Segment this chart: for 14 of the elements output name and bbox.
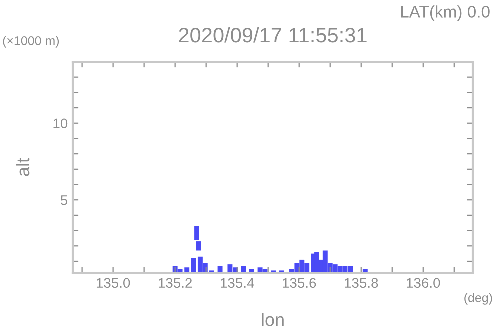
x-axis-title: lon xyxy=(262,313,284,326)
text: (deg) xyxy=(464,293,492,305)
x-tick-label: 135.6 xyxy=(283,278,316,288)
x-tick-label: 135.8 xyxy=(345,278,378,288)
text: LAT(km) 0.0 xyxy=(401,6,490,22)
y-tick-label: 10 xyxy=(54,118,68,129)
x-tick-label: 135.0 xyxy=(96,278,130,288)
chart-title: 2020/09/17 11:55:31 xyxy=(179,27,367,43)
x-tick-label: 135.4 xyxy=(221,278,254,288)
x-tick-label: 135.2 xyxy=(159,278,192,288)
x-tick-label: 136.0 xyxy=(407,278,440,288)
y-tick-label: 5 xyxy=(60,196,68,206)
y-axis-title: alt xyxy=(16,158,30,176)
text: (×1000 m) xyxy=(3,36,60,48)
